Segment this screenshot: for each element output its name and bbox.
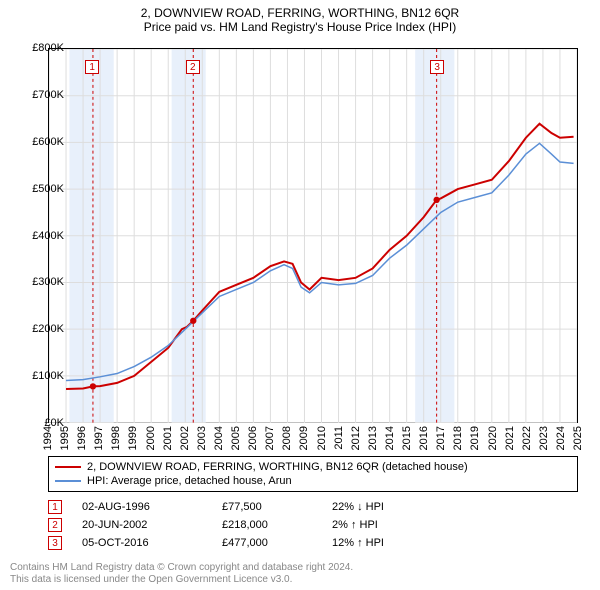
event-price: £477,000 (222, 537, 332, 549)
event-price: £218,000 (222, 519, 332, 531)
x-tick-label: 2012 (350, 426, 362, 450)
x-tick-label: 2000 (145, 426, 157, 450)
event-date: 05-OCT-2016 (82, 537, 222, 549)
footer-line-2: This data is licensed under the Open Gov… (10, 574, 353, 586)
x-tick-label: 1994 (42, 426, 54, 450)
legend-item-hpi: HPI: Average price, detached house, Arun (55, 474, 571, 488)
event-marker: 2 (186, 60, 200, 74)
x-tick-label: 2025 (572, 426, 584, 450)
title-line-1: 2, DOWNVIEW ROAD, FERRING, WORTHING, BN1… (0, 6, 600, 20)
event-pct: 12% ↑ HPI (332, 537, 422, 549)
x-tick-label: 1996 (76, 426, 88, 450)
x-tick-label: 1995 (59, 426, 71, 450)
x-tick-label: 2017 (435, 426, 447, 450)
y-tick-label: £600K (20, 136, 64, 148)
x-tick-label: 2011 (333, 426, 345, 450)
chart-svg (49, 49, 577, 423)
x-tick-label: 1998 (110, 426, 122, 450)
y-tick-label: £400K (20, 230, 64, 242)
event-row: 1 02-AUG-1996£77,50022% ↓ HPI (48, 498, 578, 516)
event-row: 2 20-JUN-2002£218,0002% ↑ HPI (48, 516, 578, 534)
event-date: 02-AUG-1996 (82, 501, 222, 513)
event-num: 1 (48, 500, 62, 514)
event-num: 2 (48, 518, 62, 532)
event-row: 3 05-OCT-2016£477,00012% ↑ HPI (48, 534, 578, 552)
event-num: 3 (48, 536, 62, 550)
x-tick-label: 2013 (367, 426, 379, 450)
x-tick-label: 2003 (196, 426, 208, 450)
y-tick-label: £700K (20, 89, 64, 101)
legend-label-hpi: HPI: Average price, detached house, Arun (87, 474, 292, 488)
y-tick-label: £500K (20, 183, 64, 195)
x-tick-label: 2007 (264, 426, 276, 450)
title-line-2: Price paid vs. HM Land Registry's House … (0, 20, 600, 34)
x-tick-label: 2005 (230, 426, 242, 450)
footer: Contains HM Land Registry data © Crown c… (10, 562, 353, 586)
y-tick-label: £300K (20, 276, 64, 288)
x-tick-label: 2023 (538, 426, 550, 450)
y-tick-label: £200K (20, 323, 64, 335)
x-tick-label: 2024 (555, 426, 567, 450)
x-tick-label: 2009 (298, 426, 310, 450)
legend-item-property: 2, DOWNVIEW ROAD, FERRING, WORTHING, BN1… (55, 460, 571, 474)
y-tick-label: £800K (20, 42, 64, 54)
x-tick-label: 2006 (247, 426, 259, 450)
x-tick-label: 2008 (281, 426, 293, 450)
x-tick-label: 2004 (213, 426, 225, 450)
x-tick-label: 2016 (418, 426, 430, 450)
x-tick-label: 2001 (162, 426, 174, 450)
legend-swatch-property (55, 466, 81, 468)
event-marker: 3 (430, 60, 444, 74)
title-block: 2, DOWNVIEW ROAD, FERRING, WORTHING, BN1… (0, 0, 600, 36)
event-price: £77,500 (222, 501, 332, 513)
event-date: 20-JUN-2002 (82, 519, 222, 531)
footer-line-1: Contains HM Land Registry data © Crown c… (10, 562, 353, 574)
legend: 2, DOWNVIEW ROAD, FERRING, WORTHING, BN1… (48, 456, 578, 492)
x-tick-label: 1997 (93, 426, 105, 450)
x-tick-label: 2021 (504, 426, 516, 450)
y-tick-label: £100K (20, 370, 64, 382)
x-tick-label: 2015 (401, 426, 413, 450)
x-tick-label: 2022 (521, 426, 533, 450)
x-tick-label: 2018 (452, 426, 464, 450)
x-tick-label: 1999 (127, 426, 139, 450)
events-table: 1 02-AUG-1996£77,50022% ↓ HPI 2 20-JUN-2002… (48, 498, 578, 552)
event-pct: 22% ↓ HPI (332, 501, 422, 513)
x-tick-label: 2010 (316, 426, 328, 450)
x-tick-label: 2020 (487, 426, 499, 450)
x-tick-label: 2019 (469, 426, 481, 450)
event-pct: 2% ↑ HPI (332, 519, 422, 531)
x-tick-label: 2014 (384, 426, 396, 450)
legend-label-property: 2, DOWNVIEW ROAD, FERRING, WORTHING, BN1… (87, 460, 468, 474)
event-marker: 1 (85, 60, 99, 74)
x-tick-label: 2002 (179, 426, 191, 450)
legend-swatch-hpi (55, 480, 81, 482)
chart (48, 48, 578, 423)
